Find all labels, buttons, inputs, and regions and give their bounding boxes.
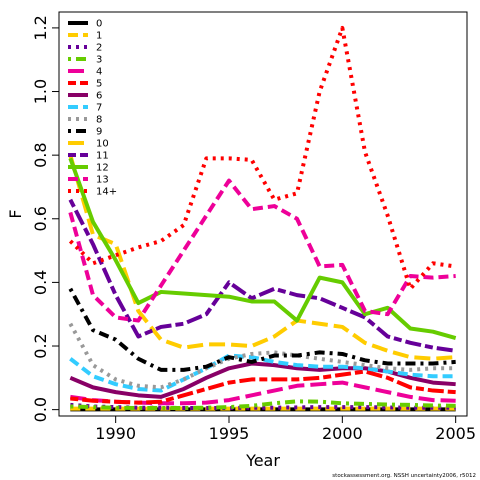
legend-label-age-7: 7 xyxy=(96,103,102,114)
legend-label-age-12: 12 xyxy=(96,163,109,174)
legend-label-age-3: 3 xyxy=(96,55,102,66)
y-tick-label-04: 0.4 xyxy=(31,270,50,295)
x-axis: 1990 1995 2000 2005 xyxy=(95,415,476,443)
x-tick-label-2005: 2005 xyxy=(435,424,476,443)
series-line-age-11 xyxy=(68,198,456,353)
legend-label-age-9: 9 xyxy=(96,127,102,138)
y-tick-label-06: 0.6 xyxy=(31,206,50,231)
legend-label-age-6: 6 xyxy=(96,91,102,102)
legend-label-age-0: 0 xyxy=(96,19,102,30)
legend-label-age-11: 11 xyxy=(96,151,109,162)
y-tick-label-02: 0.2 xyxy=(31,333,50,358)
legend-label-age-8: 8 xyxy=(96,115,102,126)
plot-lines xyxy=(68,25,457,412)
x-axis-title: Year xyxy=(245,451,280,470)
x-tick-label-1995: 1995 xyxy=(209,424,250,443)
series-line-age-7 xyxy=(69,353,456,393)
series-line-age-9 xyxy=(68,287,456,372)
series-line-age-5 xyxy=(70,369,456,405)
legend-label-age-13: 13 xyxy=(96,175,109,186)
legend-label-age-1: 1 xyxy=(96,31,102,42)
legend-label-age-14-plus: 14+ xyxy=(96,187,117,198)
series-line-age-13 xyxy=(68,178,456,323)
y-axis-title: F xyxy=(6,209,25,218)
legend-label-age-4: 4 xyxy=(96,67,102,78)
legend-label-age-10: 10 xyxy=(96,139,109,150)
legend-label-age-2: 2 xyxy=(96,43,102,54)
x-tick-label-1990: 1990 xyxy=(95,424,136,443)
series-line-age-2 xyxy=(70,402,456,411)
x-tick-label-2000: 2000 xyxy=(322,424,363,443)
y-tick-label-00: 0.0 xyxy=(31,397,50,422)
credit-text: stockassessment.org. NSSH uncertainty200… xyxy=(332,473,476,479)
y-tick-label-10: 1.0 xyxy=(31,79,50,104)
series-line-age-3 xyxy=(70,399,456,411)
y-tick-label-08: 0.8 xyxy=(31,142,50,167)
legend-label-age-5: 5 xyxy=(96,79,102,90)
y-axis: 0.0 0.2 0.4 0.6 0.8 1.0 1.2 xyxy=(31,15,60,422)
y-tick-label-12: 1.2 xyxy=(31,15,50,40)
